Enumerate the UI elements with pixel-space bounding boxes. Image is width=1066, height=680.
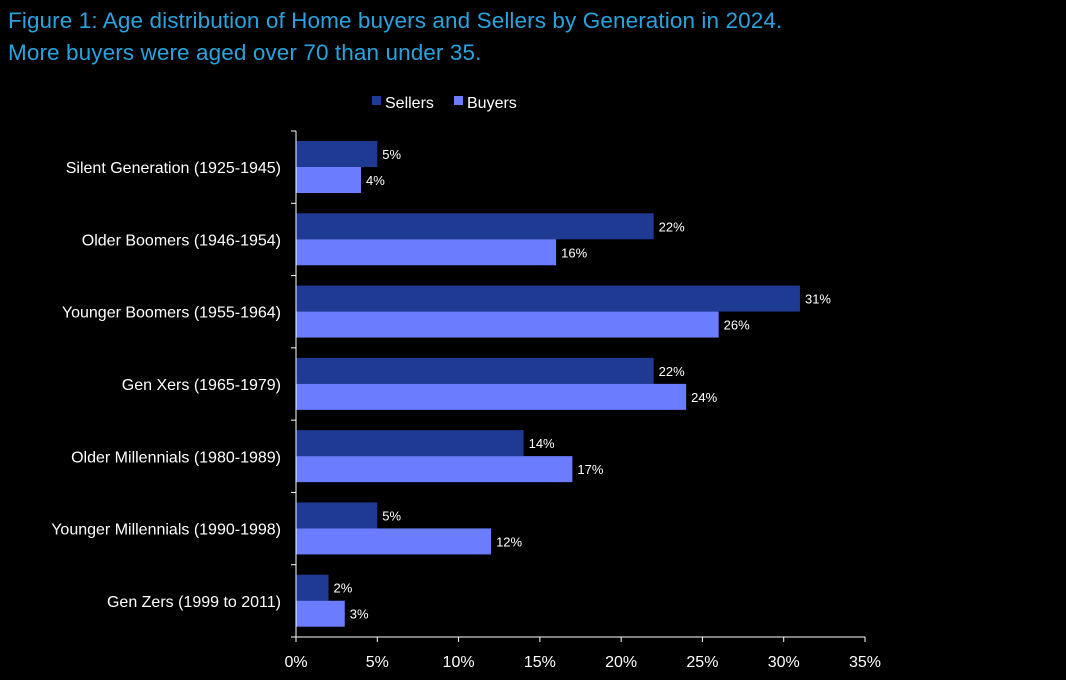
category-label: Younger Millennials (1990-1998) bbox=[51, 522, 281, 539]
category-label: Younger Boomers (1955-1964) bbox=[62, 305, 281, 322]
buyers-value-label: 4% bbox=[366, 173, 385, 188]
category-label: Older Millennials (1980-1989) bbox=[71, 449, 281, 466]
buyers-value-label: 12% bbox=[496, 534, 522, 549]
sellers-value-label: 22% bbox=[659, 219, 685, 234]
sellers-value-label: 31% bbox=[805, 292, 831, 307]
sellers-bar bbox=[296, 141, 378, 167]
x-tick-label: 10% bbox=[443, 654, 475, 671]
axes-group: 0% 5% 10% 15% 20% 25% 30% 35% bbox=[284, 130, 881, 671]
buyers-value-label: 17% bbox=[577, 462, 603, 477]
buyers-bar bbox=[296, 383, 687, 410]
buyers-value-label: 3% bbox=[350, 607, 369, 622]
x-tick-label: 5% bbox=[366, 654, 389, 671]
sellers-bar bbox=[296, 430, 524, 457]
buyers-bar bbox=[296, 167, 362, 193]
sellers-value-label: 14% bbox=[529, 436, 555, 451]
sellers-value-label: 2% bbox=[334, 581, 353, 596]
category-label: Older Boomers (1946-1954) bbox=[82, 232, 281, 249]
sellers-value-label: 22% bbox=[659, 364, 685, 379]
x-tick-label: 35% bbox=[849, 654, 881, 671]
buyers-bar bbox=[296, 239, 557, 266]
buyers-value-label: 24% bbox=[691, 390, 717, 405]
category-label: Gen Xers (1965-1979) bbox=[122, 377, 281, 394]
sellers-bar bbox=[296, 213, 654, 240]
value-labels-group: 5% 4% 22% 16% 31% 26% 22% 24% 14% 17% 5% 12% 2% 3% bbox=[334, 147, 832, 622]
buyers-bar bbox=[296, 456, 573, 483]
legend-buyers-label: Buyers bbox=[467, 95, 517, 112]
buyers-value-label: 26% bbox=[724, 318, 750, 333]
legend-sellers-swatch bbox=[372, 96, 381, 105]
buyers-value-label: 16% bbox=[561, 245, 587, 260]
sellers-value-label: 5% bbox=[382, 508, 401, 523]
legend: Sellers Buyers bbox=[372, 95, 517, 112]
sellers-bar bbox=[296, 574, 329, 601]
buyers-bar bbox=[296, 600, 345, 627]
x-tick-label: 30% bbox=[768, 654, 800, 671]
legend-buyers-swatch bbox=[454, 96, 463, 105]
category-label: Gen Zers (1999 to 2011) bbox=[107, 594, 281, 611]
buyers-bar bbox=[296, 528, 492, 555]
bars-group bbox=[296, 141, 800, 627]
legend-sellers-label: Sellers bbox=[385, 95, 434, 112]
sellers-bar bbox=[296, 285, 800, 312]
x-tick-label: 25% bbox=[686, 654, 718, 671]
x-tick-label: 20% bbox=[605, 654, 637, 671]
x-tick-label: 15% bbox=[524, 654, 556, 671]
category-labels-group: Silent Generation (1925-1945) Older Boome… bbox=[51, 160, 281, 611]
buyers-bar bbox=[296, 311, 719, 338]
sellers-value-label: 5% bbox=[382, 147, 401, 162]
category-label: Silent Generation (1925-1945) bbox=[66, 160, 281, 177]
x-tick-label: 0% bbox=[284, 654, 307, 671]
chart-subtitle: More buyers were aged over 70 than under… bbox=[8, 40, 482, 65]
sellers-bar bbox=[296, 357, 654, 384]
sellers-bar bbox=[296, 502, 378, 529]
chart-title: Figure 1: Age distribution of Home buyer… bbox=[8, 8, 783, 33]
